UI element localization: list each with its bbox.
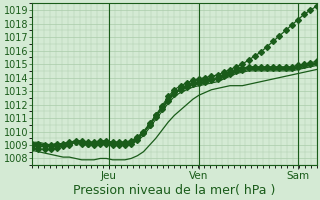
X-axis label: Pression niveau de la mer( hPa ): Pression niveau de la mer( hPa ) (73, 184, 276, 197)
